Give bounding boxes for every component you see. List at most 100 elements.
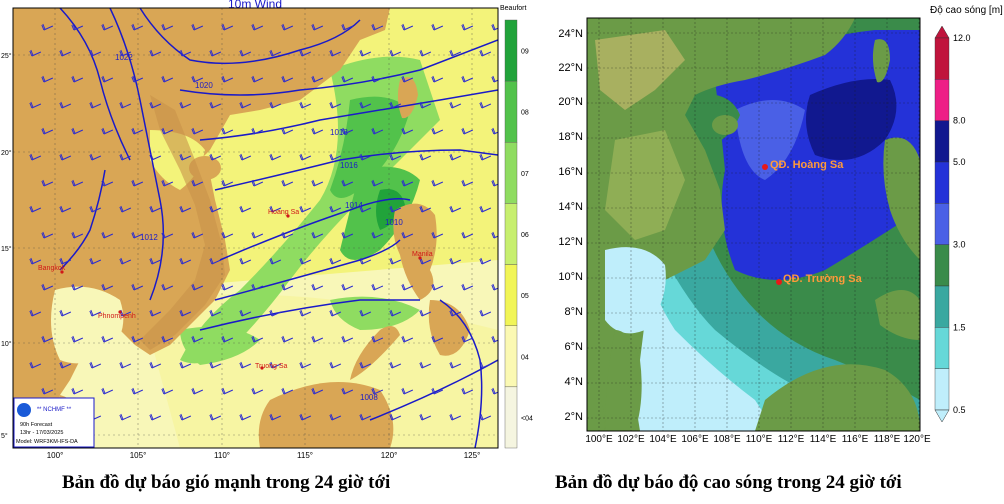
wind-barb-icon [419, 361, 432, 369]
wind-barb-icon [149, 101, 162, 109]
wind-barb-icon [431, 75, 444, 83]
wind-barb-icon [389, 49, 402, 57]
wind-barb-icon [491, 179, 498, 187]
wind-barb-icon [281, 179, 294, 187]
wind-barb-icon [401, 231, 414, 239]
wave-swatch [934, 37, 950, 80]
wind-barb-icon [299, 153, 312, 161]
lon-label: 125° [464, 451, 481, 460]
wind-barb-icon [119, 413, 132, 421]
wind-barb-icon [71, 75, 84, 83]
wind-barb-icon [119, 361, 132, 369]
wind-barb-icon [371, 335, 384, 343]
wind-barb-icon [251, 335, 264, 343]
lat-label: 16°N [558, 166, 583, 178]
wind-barb-icon [269, 309, 282, 317]
wind-barb-icon [299, 309, 312, 317]
wind-barb-icon [89, 153, 102, 161]
lon-label: 118°E [874, 434, 901, 445]
lon-label: 110°E [746, 434, 773, 445]
logo-model: Model: WRF3KM-IFS-DA [16, 439, 78, 445]
wind-barb-icon [341, 335, 354, 343]
wind-barb-icon [101, 283, 114, 291]
logo-agency: ** NCHMF ** [37, 407, 72, 413]
wind-barb-icon [359, 101, 372, 109]
wave-height-legend: Độ cao sóng [m] 12.0 8.0 5.0 3.0 1.5 0.5 [930, 5, 1003, 423]
wind-barb-icon [359, 49, 372, 57]
wind-barb-icon [281, 127, 294, 135]
beaufort-level-label: 04 [521, 354, 529, 361]
wind-barb-icon [371, 179, 384, 187]
wind-barb-icon [401, 23, 414, 31]
wind-barb-icon [101, 335, 114, 343]
wind-barb-icon [281, 335, 294, 343]
lon-label: 104°E [649, 434, 677, 445]
wind-map-title: 10m Wind [228, 0, 282, 11]
wind-barb-icon [131, 127, 144, 135]
wind-barb-icon [71, 283, 84, 291]
wind-barb-icon [209, 153, 222, 161]
wind-barb-icon [191, 231, 204, 239]
wind-barb-icon [461, 127, 474, 135]
lat-label: 20° [1, 149, 12, 157]
wind-barb-icon [221, 179, 234, 187]
beaufort-swatch [504, 264, 518, 326]
lon-label: 105° [130, 451, 147, 460]
wind-barb-icon [149, 361, 162, 369]
beaufort-level-label: 07 [521, 171, 529, 178]
wind-barb-icon [269, 413, 282, 421]
marker-hoang-sa: QĐ. Hoàng Sa [762, 159, 844, 171]
wind-barb-icon [149, 153, 162, 161]
wind-barb-icon [251, 23, 264, 31]
wind-barb-icon [311, 283, 324, 291]
nchmf-logo-icon [17, 403, 31, 417]
wind-barb-icon [179, 49, 192, 57]
wind-barb-icon [461, 335, 474, 343]
wind-barb-icon [191, 75, 204, 83]
wind-barb-icon [101, 127, 114, 135]
marker-truong-sa: QĐ. Trường Sa [776, 273, 863, 285]
wind-barb-icon [59, 49, 72, 57]
wind-barb-icon [431, 231, 444, 239]
lat-label: 12°N [558, 236, 583, 248]
wind-barb-icon [221, 231, 234, 239]
lon-label: 100°E [585, 434, 613, 445]
wind-barb-icon [491, 335, 498, 343]
wind-barb-icon [191, 23, 204, 31]
beaufort-swatch [504, 203, 518, 265]
beaufort-swatch [504, 386, 518, 449]
nchmf-logo-box: ** NCHMF ** 90h Forecast 13hr - 17/03/20… [13, 397, 95, 448]
wind-barb-icon [389, 361, 402, 369]
lat-label: 2°N [565, 411, 584, 423]
beaufort-level-label: 09 [521, 49, 529, 56]
wind-barb-icon [491, 283, 498, 291]
wind-barb-icon [59, 309, 72, 317]
wind-barb-icon [239, 205, 252, 213]
wind-barb-icon [419, 309, 432, 317]
place-truong-sa: Truong Sa [255, 363, 288, 370]
wind-barb-icon [479, 153, 492, 161]
wind-barb-icon [461, 23, 474, 31]
wind-barb-icon [431, 179, 444, 187]
lat-label: 8°N [565, 306, 584, 318]
wind-barb-icon [311, 127, 324, 135]
lon-label: 120°E [903, 434, 931, 445]
wind-barb-icon [239, 101, 252, 109]
wind-barb-icon [131, 23, 144, 31]
wind-barb-icon [389, 153, 402, 161]
wind-lat-labels: 25° 20° 15° 10° 5° [1, 52, 12, 440]
wind-barb-icon [59, 205, 72, 213]
wind-barb-icon [89, 49, 102, 57]
wind-barb-icon [101, 387, 114, 395]
wind-barb-icon [401, 283, 414, 291]
wind-barb-icon [59, 257, 72, 265]
wind-barb-icon [479, 49, 492, 57]
wind-barb-icon [161, 283, 174, 291]
wind-barb-icon [41, 231, 54, 239]
wind-barb-icon [461, 231, 474, 239]
lon-label: 112°E [778, 434, 805, 445]
wind-barb-icon [29, 153, 42, 161]
wind-barb-icon [239, 49, 252, 57]
wind-barb-icon [341, 23, 354, 31]
wind-barb-icon [371, 23, 384, 31]
